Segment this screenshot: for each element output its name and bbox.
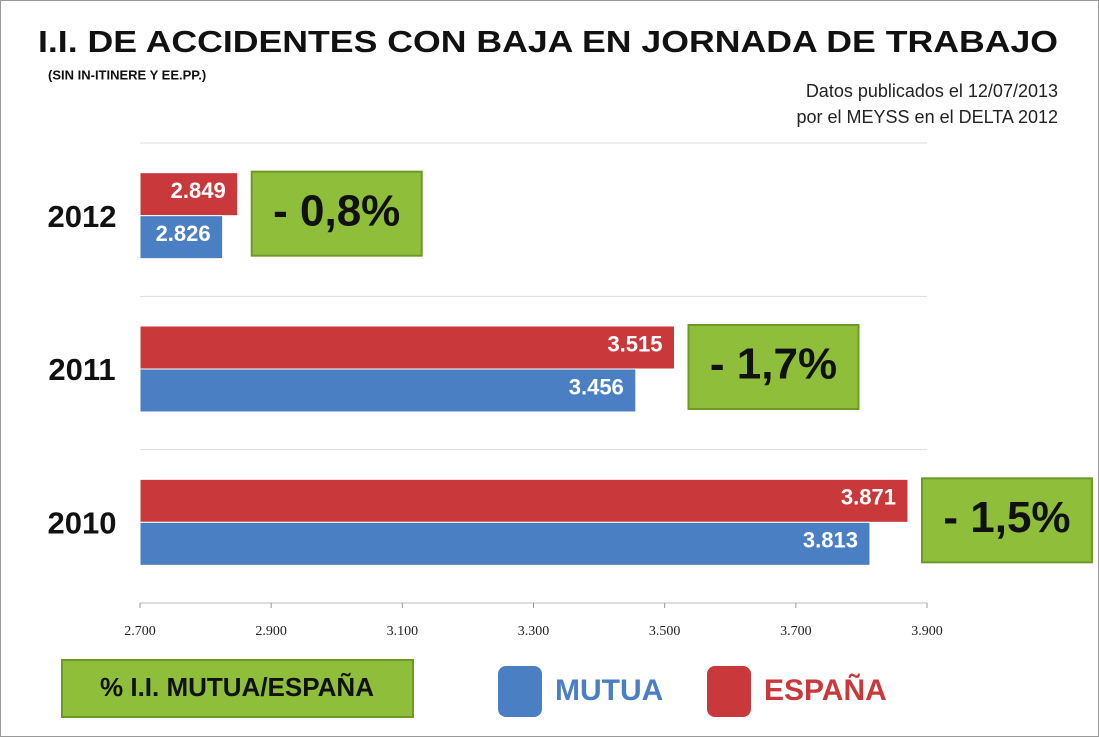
annotation-box <box>920 477 1093 564</box>
x-tick-label: 3.100 <box>387 624 419 639</box>
legend-swatch <box>498 666 542 717</box>
annotation-box <box>687 324 860 410</box>
annotation: - 1,7% <box>710 340 837 389</box>
legend-swatch <box>707 666 751 717</box>
bar <box>139 325 676 370</box>
bar <box>139 368 637 413</box>
legend-label: ESPAÑA <box>764 673 887 707</box>
x-tick-label: 2.900 <box>255 624 287 639</box>
legend-note: % I.I. MUTUA/ESPAÑA <box>100 672 374 702</box>
legend-label: MUTUA <box>555 674 663 707</box>
value-label: 2.826 <box>156 221 211 246</box>
source-note: por el MEYSS en el DELTA 2012 <box>797 107 1058 127</box>
category-label: 2011 <box>48 352 115 387</box>
x-tick-label: 3.500 <box>649 624 681 639</box>
chart-subtitle: (SIN IN-ITINERE Y EE.PP.) <box>48 67 206 82</box>
category-label: 2010 <box>48 506 117 541</box>
x-tick-label: 3.700 <box>780 624 812 639</box>
bar <box>139 215 224 260</box>
annotation: - 1,5% <box>943 493 1070 542</box>
value-label: 3.515 <box>607 331 662 356</box>
x-tick-label: 3.900 <box>911 624 943 639</box>
bar <box>139 172 239 217</box>
category-label: 2012 <box>48 199 117 234</box>
value-label: 3.871 <box>841 485 896 510</box>
value-label: 2.849 <box>171 178 226 203</box>
legend-note-box <box>61 659 414 718</box>
source-note: Datos publicados el 12/07/2013 <box>806 81 1058 101</box>
x-tick-label: 2.700 <box>124 624 156 639</box>
value-label: 3.456 <box>569 374 624 399</box>
bar <box>139 521 871 566</box>
annotation: - 0,8% <box>273 186 400 235</box>
chart-title: I.I. DE ACCIDENTES CON BAJA EN JORNADA D… <box>38 24 1058 59</box>
bar <box>139 478 909 523</box>
x-tick-label: 3.300 <box>518 624 550 639</box>
annotation-box <box>250 170 423 257</box>
value-label: 3.813 <box>803 528 858 553</box>
